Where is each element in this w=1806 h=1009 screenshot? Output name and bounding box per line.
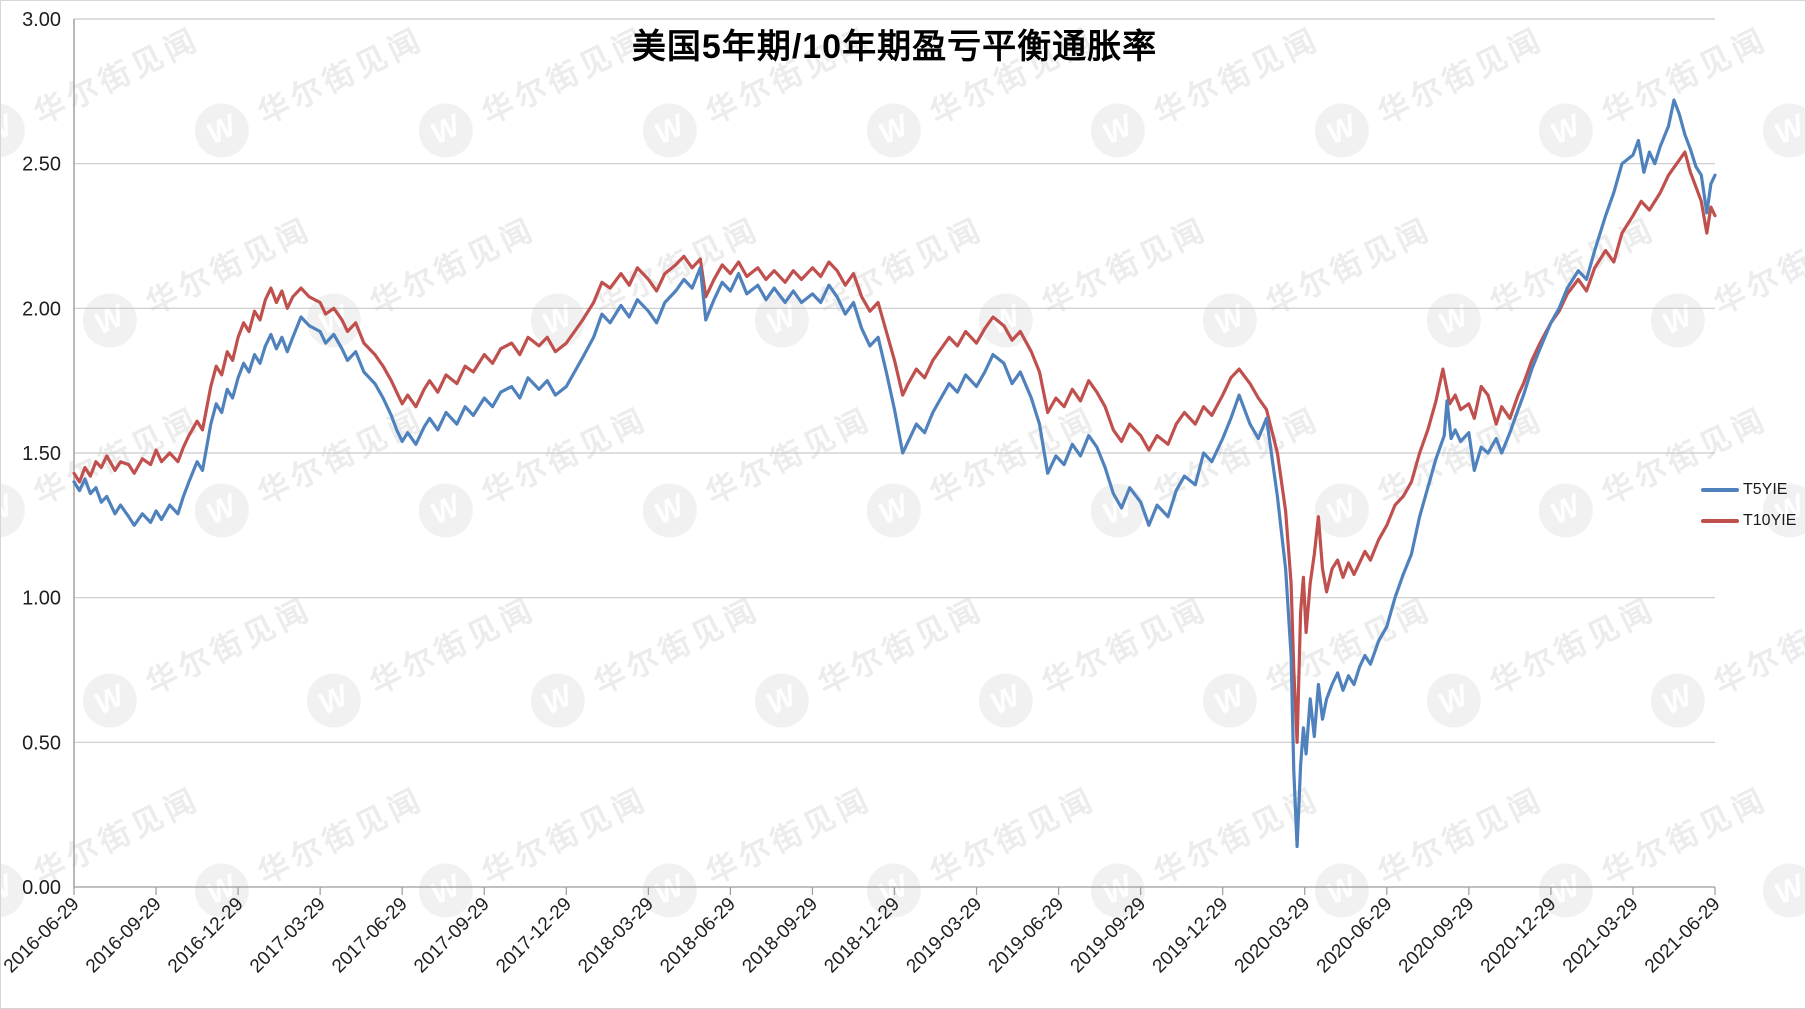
svg-text:3.00: 3.00 [22,9,61,31]
t10yie-line-marker [1701,519,1739,523]
svg-text:2018-03-29: 2018-03-29 [574,894,658,978]
svg-text:2016-12-29: 2016-12-29 [164,894,248,978]
svg-text:2017-03-29: 2017-03-29 [246,894,330,978]
svg-text:2016-06-29: 2016-06-29 [1,894,84,978]
svg-text:2018-06-29: 2018-06-29 [656,894,740,978]
svg-text:2021-06-29: 2021-06-29 [1641,894,1725,978]
legend-label-t5yie: T5YIE [1743,481,1788,498]
svg-text:1.50: 1.50 [22,443,61,465]
svg-text:2016-09-29: 2016-09-29 [82,894,166,978]
svg-text:0.50: 0.50 [22,732,61,754]
svg-text:0.00: 0.00 [22,877,61,899]
svg-text:2019-09-29: 2019-09-29 [1067,894,1151,978]
svg-text:2020-03-29: 2020-03-29 [1231,894,1315,978]
svg-text:2017-12-29: 2017-12-29 [492,894,576,978]
legend: T5YIE T10YIE [1701,478,1796,540]
chart-title: 美国5年期/10年期盈亏平衡通胀率 [631,28,1158,66]
svg-text:2017-09-29: 2017-09-29 [410,894,494,978]
svg-text:1.00: 1.00 [22,588,61,610]
svg-text:2019-06-29: 2019-06-29 [985,894,1069,978]
t5yie-line-marker [1701,488,1739,492]
svg-text:2019-03-29: 2019-03-29 [903,894,987,978]
svg-text:2021-03-29: 2021-03-29 [1559,894,1643,978]
svg-text:2020-06-29: 2020-06-29 [1313,894,1397,978]
svg-text:2019-12-29: 2019-12-29 [1149,894,1233,978]
legend-item-t10yie: T10YIE [1701,509,1796,533]
svg-text:2018-09-29: 2018-09-29 [738,894,822,978]
svg-text:2.00: 2.00 [22,298,61,320]
svg-text:2020-09-29: 2020-09-29 [1395,894,1479,978]
svg-text:2017-06-29: 2017-06-29 [328,894,412,978]
legend-label-t10yie: T10YIE [1743,512,1797,529]
svg-text:2020-12-29: 2020-12-29 [1477,894,1561,978]
svg-text:2018-12-29: 2018-12-29 [820,894,904,978]
legend-item-t5yie: T5YIE [1701,478,1796,502]
svg-text:2.50: 2.50 [22,154,61,176]
